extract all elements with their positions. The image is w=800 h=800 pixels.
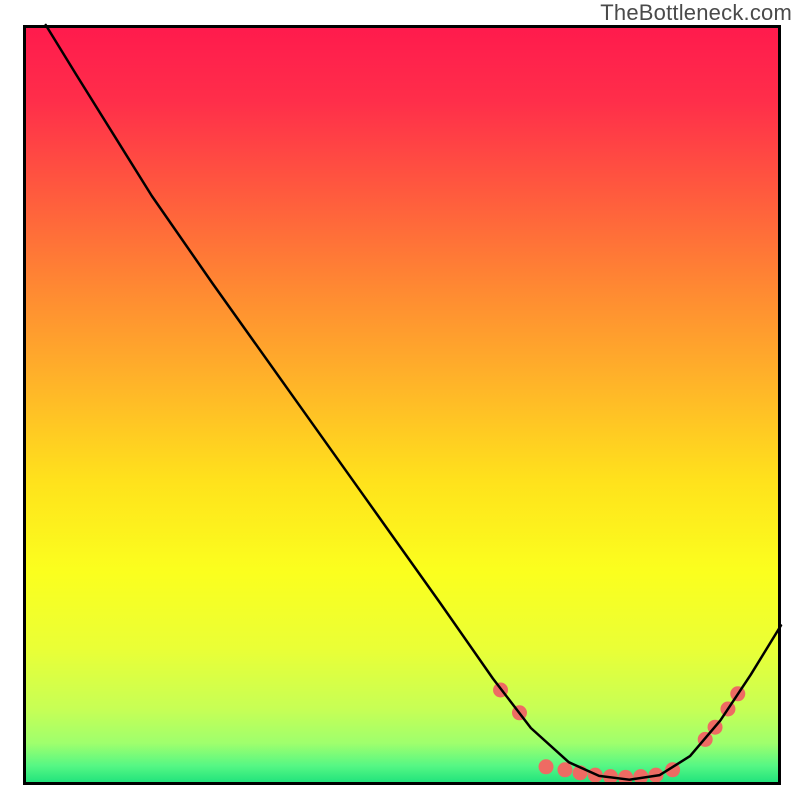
data-marker — [558, 763, 572, 777]
chart-stage: TheBottleneck.com — [0, 0, 800, 800]
watermark-label: TheBottleneck.com — [600, 0, 792, 26]
marker-layer — [494, 683, 745, 784]
plot-area — [23, 25, 781, 785]
plot-border — [25, 27, 780, 784]
curve-line — [46, 25, 781, 780]
chart-svg — [23, 25, 781, 785]
data-marker — [539, 760, 553, 774]
